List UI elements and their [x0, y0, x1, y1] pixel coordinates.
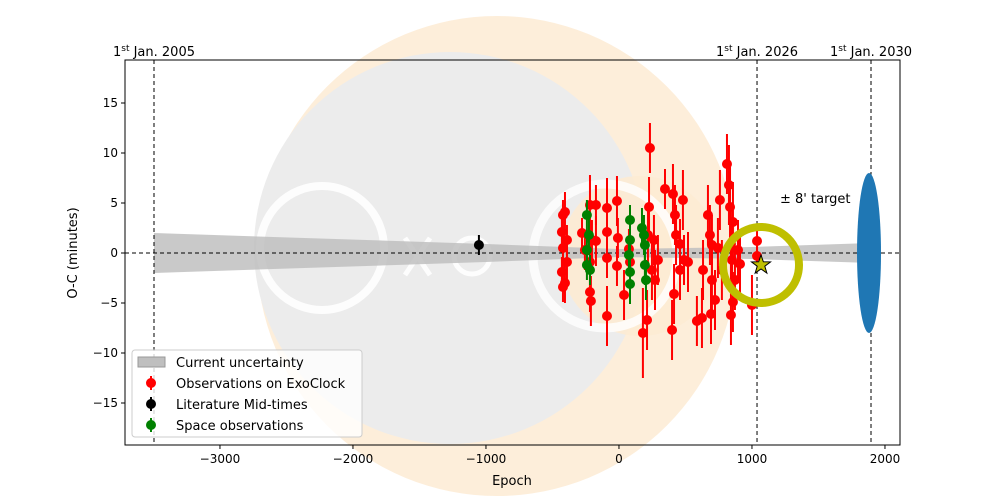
- x-tick-label: −2000: [333, 452, 374, 466]
- data-point: [625, 235, 636, 245]
- data-point: [712, 243, 723, 253]
- target-label: ± 8' target: [780, 192, 851, 207]
- data-point: [723, 180, 734, 190]
- legend-label: Space observations: [176, 419, 304, 434]
- data-point: [639, 260, 650, 270]
- data-point: [752, 236, 763, 246]
- data-point: [585, 296, 596, 306]
- data-point: [644, 143, 655, 153]
- data-point: [659, 184, 670, 194]
- date-rest: Jan. 2026: [733, 45, 799, 60]
- data-point: [611, 196, 622, 206]
- data-point: [590, 200, 601, 210]
- data-point: [677, 195, 688, 205]
- axis-ticks: −3000 −2000 −1000 0 1000 2000 −15 −10 −5 0 5 10 15: [93, 96, 901, 466]
- date-day: 1: [716, 45, 724, 60]
- future-window-ellipse: [857, 173, 882, 333]
- data-point: [669, 210, 680, 220]
- y-tick-label: 5: [110, 196, 118, 210]
- data-point: [675, 265, 686, 275]
- data-point: [623, 250, 634, 260]
- x-tick-label: 0: [615, 452, 623, 466]
- data-point: [671, 230, 682, 240]
- y-axis-label: O-C (minutes): [66, 207, 81, 298]
- date-rest: Jan. 2030: [846, 45, 912, 60]
- data-point: [709, 295, 720, 305]
- data-point: [561, 257, 572, 267]
- date-markers: 1st Jan. 2005 1st Jan. 2026 1st Jan. 2030: [113, 44, 912, 60]
- data-point: [557, 243, 568, 253]
- data-point: [734, 259, 745, 269]
- data-point: [642, 315, 653, 325]
- data-point: [675, 239, 686, 249]
- target-star-icon: [750, 253, 772, 275]
- data-point: [704, 230, 715, 240]
- data-point: [698, 265, 709, 275]
- y-tick-label: −5: [100, 296, 118, 310]
- data-point: [714, 195, 725, 205]
- x-axis-label: Epoch: [492, 474, 532, 489]
- x-tick-label: 1000: [737, 452, 768, 466]
- data-point: [601, 203, 612, 213]
- target-overlay: [719, 173, 882, 333]
- date-sup: st: [724, 44, 733, 54]
- date-sup: st: [838, 44, 847, 54]
- legend-marker: [146, 399, 156, 409]
- legend-swatch: [137, 356, 166, 368]
- data-point: [611, 261, 622, 271]
- data-points: [473, 123, 763, 378]
- data-point: [644, 202, 655, 212]
- y-tick-label: 0: [110, 246, 118, 260]
- date-day: 1: [113, 45, 121, 60]
- x-tick-label: −3000: [200, 452, 241, 466]
- data-point: [682, 257, 693, 267]
- x-tick-label: −1000: [466, 452, 507, 466]
- data-point: [625, 279, 636, 289]
- legend-marker: [146, 420, 156, 430]
- data-point: [669, 289, 680, 299]
- data-point: [667, 325, 678, 335]
- data-point: [652, 255, 663, 265]
- data-point: [648, 235, 659, 245]
- date-sup: st: [121, 44, 130, 54]
- date-rest: Jan. 2005: [129, 45, 195, 60]
- date-label: 1st Jan. 2005: [113, 44, 195, 60]
- data-point: [640, 275, 651, 285]
- data-point: [696, 313, 707, 323]
- data-point: [601, 253, 612, 263]
- data-point: [601, 227, 612, 237]
- y-tick-label: 10: [103, 146, 118, 160]
- date-label: 1st Jan. 2026: [716, 44, 798, 60]
- data-point: [637, 328, 648, 338]
- y-tick-label: 15: [103, 96, 118, 110]
- data-point: [561, 235, 572, 245]
- legend-label: Observations on ExoClock: [176, 377, 346, 392]
- legend-label: Literature Mid-times: [176, 398, 308, 413]
- data-point: [706, 309, 717, 319]
- data-point: [581, 210, 592, 220]
- data-point: [619, 290, 630, 300]
- y-tick-label: −10: [93, 346, 118, 360]
- data-point: [557, 282, 568, 292]
- data-point: [636, 223, 647, 233]
- y-tick-label: −15: [93, 396, 118, 410]
- data-point: [584, 265, 595, 275]
- data-point: [612, 233, 623, 243]
- data-point: [601, 311, 612, 321]
- legend-marker: [146, 378, 156, 388]
- x-tick-label: 2000: [870, 452, 901, 466]
- data-point: [725, 310, 736, 320]
- data-point: [583, 230, 594, 240]
- data-point: [556, 227, 567, 237]
- date-day: 1: [830, 45, 838, 60]
- legend-label: Current uncertainty: [176, 356, 304, 371]
- data-point: [733, 245, 744, 255]
- date-label: 1st Jan. 2030: [830, 44, 912, 60]
- legend: Current uncertainty Observations on ExoCl…: [131, 349, 363, 438]
- data-point: [667, 189, 678, 199]
- target-ring: [719, 223, 804, 307]
- data-point: [473, 240, 484, 250]
